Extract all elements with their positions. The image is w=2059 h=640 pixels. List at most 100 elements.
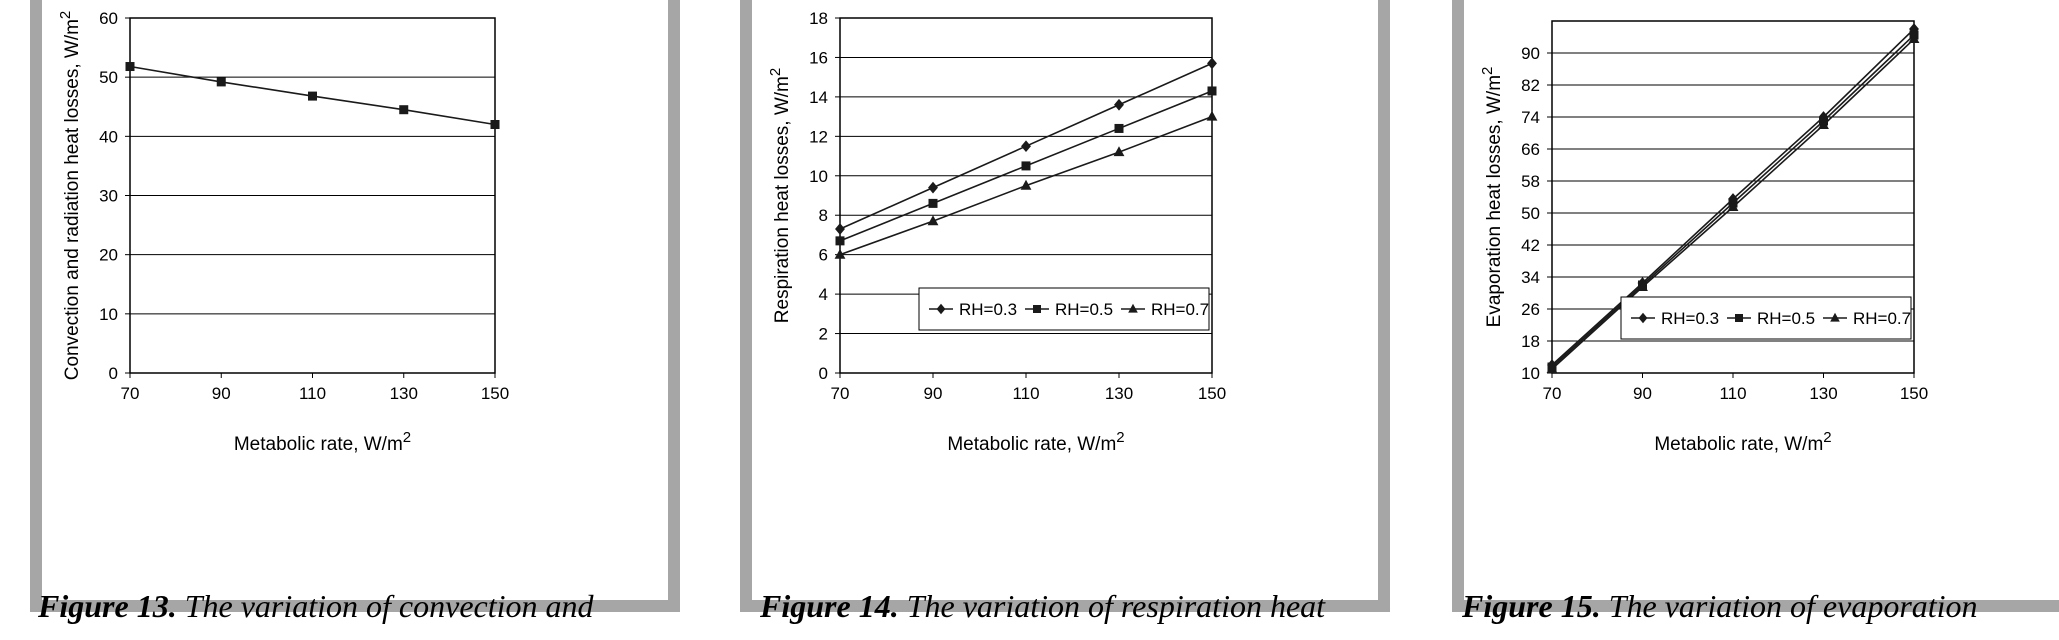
chart-3-plot: 10 18 26 34 42 50 58 66 74 82 90 70 90 110 130 150 Metab… [1479, 20, 1928, 456]
chart-2-legend-label-1: RH=0.3 [959, 300, 1017, 319]
chart-3-xtick-label: 90 [1633, 384, 1652, 403]
chart-3-ytick-label: 82 [1521, 76, 1540, 95]
chart-2-series-3-point [927, 215, 939, 226]
chart-1-series-1-point [490, 120, 500, 129]
chart-3-ylabel: Evaporation heat losses, W/m2 [1479, 67, 1506, 328]
chart-3-ytick-label: 66 [1521, 140, 1540, 159]
caption-text-3: The variation of evaporation [1600, 588, 1978, 624]
chart-2-series-3-point [1020, 179, 1032, 190]
chart-2-series-3-point [1206, 110, 1218, 121]
chart-1-plot-frame [129, 17, 496, 374]
chart-3-series-3-point [1818, 119, 1829, 130]
chart-3-xtick-label: 150 [1900, 384, 1928, 403]
chart-2-legend-label-3: RH=0.7 [1151, 300, 1209, 319]
chart-2-ytick-label: 12 [809, 127, 828, 146]
chart-1-plot: 0 10 20 30 40 50 60 70 90 110 130 150 Metabolic rate… [57, 9, 510, 455]
chart-3-legend-marker-3 [1830, 312, 1840, 322]
chart-2-ytick-label: 4 [819, 285, 828, 304]
chart-1-xtick-label: 90 [212, 384, 231, 403]
caption-text-1: The variation of convection and [176, 588, 594, 624]
chart-3-legend-marker-1 [1638, 312, 1648, 324]
chart-3-legend-label-2: RH=0.5 [1757, 309, 1815, 328]
chart-1-xtick-label: 150 [481, 384, 509, 403]
chart-2-ytick-label: 16 [809, 48, 828, 67]
chart-2-ytick-label: 2 [819, 325, 828, 344]
chart-2-xtick-label: 90 [924, 384, 943, 403]
chart-2-legend-marker-2 [1033, 305, 1041, 313]
chart-3-xtick-label: 130 [1809, 384, 1837, 403]
chart-2-legend-marker-3 [1128, 303, 1138, 313]
chart-3-ytick-label: 34 [1521, 268, 1540, 287]
chart-1-ytick-label: 10 [99, 305, 118, 324]
chart-3-ytick-label: 74 [1521, 108, 1540, 127]
chart-3-xtick-label: 110 [1719, 384, 1746, 403]
chart-1-xtick-label: 70 [121, 384, 140, 403]
chart-3-series-3-point [1546, 363, 1558, 374]
chart-3-ytick-label: 18 [1521, 332, 1540, 351]
caption-text-2: The variation of respiration heat [898, 588, 1326, 624]
chart-1-xlabel: Metabolic rate, W/m2 [234, 429, 411, 456]
chart-1-ytick-label: 30 [99, 187, 118, 206]
chart-panel-3: 10 18 26 34 42 50 58 66 74 82 90 70 90 110 130 150 Metab… [1452, 0, 2059, 612]
chart-2-series-1-point [835, 223, 845, 235]
chart-3-ytick-label: 58 [1521, 172, 1540, 191]
chart-2-xtick-label: 110 [1012, 384, 1039, 403]
chart-2-ylabel: Respiration heat losses, W/m2 [767, 68, 794, 323]
chart-2-series-1-point [928, 181, 938, 194]
chart-3-ytick-label: 90 [1521, 44, 1540, 63]
chart-2-legend-label-2: RH=0.5 [1055, 300, 1113, 319]
chart-1-series-1-point [216, 77, 226, 87]
chart-1-xtick-label: 110 [299, 384, 326, 403]
chart-2-plot: 0 2 4 6 8 10 12 14 16 18 70 90 110 130 150 Metabolic ra… [767, 9, 1227, 455]
caption-label-1: Figure 13. [38, 588, 177, 624]
chart-3-legend-label-1: RH=0.3 [1661, 309, 1719, 328]
chart-2-series-3-point [1113, 146, 1125, 157]
chart-1-series-1-point [125, 62, 135, 72]
chart-2-xtick-label: 150 [1198, 384, 1226, 403]
chart-1: 0 10 20 30 40 50 60 70 90 110 130 150 Metabolic rate… [57, 9, 510, 455]
chart-3-legend-marker-2 [1735, 314, 1743, 322]
chart-2-series-1-point [1114, 98, 1124, 111]
chart-2-series-1-point [1021, 140, 1031, 153]
chart-1-ytick-label: 60 [99, 9, 118, 28]
chart-2-xlabel: Metabolic rate, W/m2 [947, 429, 1124, 456]
chart-3-series-3-point [1637, 281, 1648, 292]
chart-1-series-1-point [399, 105, 409, 115]
chart-3-legend: RH=0.3 RH=0.5 RH=0.7 [1620, 296, 1912, 340]
caption-label-3: Figure 15. [1462, 588, 1601, 624]
chart-2-series-3-point [834, 248, 846, 259]
chart-2-series-2-point [1207, 86, 1217, 96]
chart-2-legend-marker-1 [936, 303, 946, 315]
chart-3-series-3-point [1727, 201, 1739, 212]
chart-2-series-2-point [928, 198, 938, 208]
chart-1-ylabel: Convection and radiation heat losses, W/… [57, 11, 84, 381]
chart-1-ytick-label: 20 [99, 246, 118, 265]
chart-2-series-2-point [1114, 123, 1124, 133]
chart-3-legend-box [1620, 296, 1912, 340]
chart-3-legend-label-3: RH=0.7 [1853, 309, 1911, 328]
chart-3-ytick-label: 26 [1521, 300, 1540, 319]
chart-3-xlabel: Metabolic rate, W/m2 [1654, 429, 1831, 456]
chart-3-ytick-label: 50 [1521, 204, 1540, 223]
chart-3-xtick-label: 70 [1543, 384, 1562, 403]
chart-2-ytick-label: 6 [819, 246, 828, 265]
chart-1-ytick-label: 0 [109, 364, 118, 383]
chart-panel-2: 0 2 4 6 8 10 12 14 16 18 70 90 110 130 150 Metabolic ra… [740, 0, 1390, 612]
chart-2-series-2-point [835, 236, 845, 246]
caption-label-2: Figure 14. [760, 588, 899, 624]
chart-2-xtick-label: 70 [831, 384, 850, 403]
chart-panel-1: 0 10 20 30 40 50 60 70 90 110 130 150 Metabolic rate… [30, 0, 680, 612]
chart-2-series-1-point [1207, 57, 1217, 70]
chart-2-ytick-label: 14 [809, 88, 828, 107]
figure-caption-3: Figure 15. The variation of evaporation [1462, 588, 1978, 625]
chart-3-plot-frame [1551, 20, 1915, 374]
chart-2-legend: RH=0.3 RH=0.5 RH=0.7 [918, 287, 1210, 331]
chart-3: 10 18 26 34 42 50 58 66 74 82 90 70 90 110 130 150 Metab… [1479, 20, 1928, 456]
chart-2-ytick-label: 10 [809, 167, 828, 186]
chart-2-ytick-label: 0 [819, 364, 828, 383]
chart-1-ytick-label: 50 [99, 68, 118, 87]
figure-caption-1: Figure 13. The variation of convection a… [38, 588, 594, 625]
chart-3-series-3-point [1908, 33, 1920, 44]
figure-caption-2: Figure 14. The variation of respiration … [760, 588, 1325, 625]
chart-2-ytick-label: 18 [809, 9, 828, 28]
